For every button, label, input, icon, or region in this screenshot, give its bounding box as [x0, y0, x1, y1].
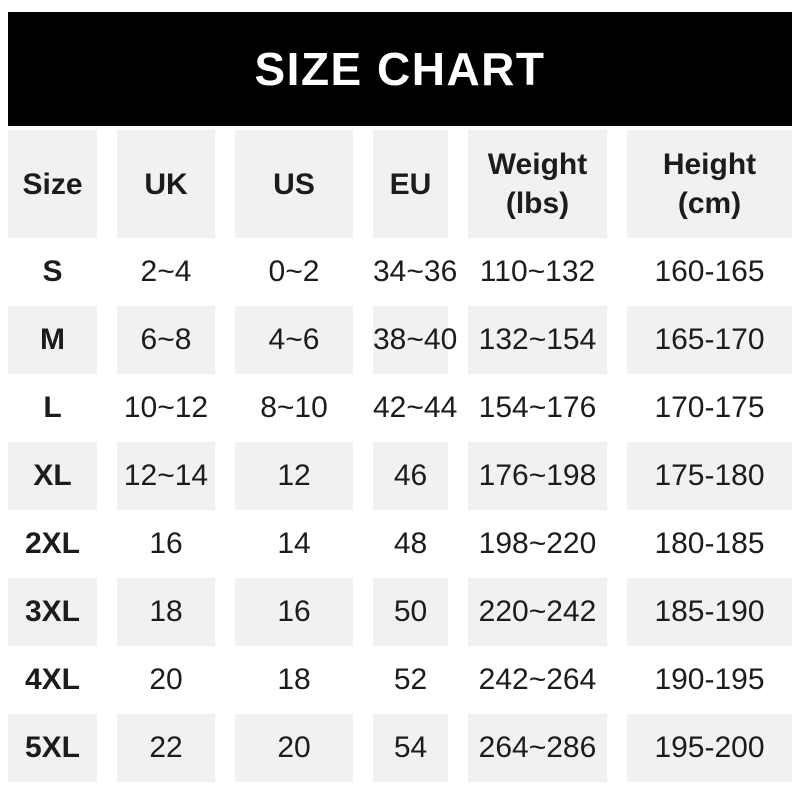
cell-uk: 16: [97, 510, 215, 578]
cell-eu: 34~36: [353, 238, 457, 306]
cell-uk: 22: [97, 714, 215, 782]
cell-uk: 6~8: [97, 306, 215, 374]
cell-height: 165-170: [607, 306, 792, 374]
col-header-eu: EU: [353, 130, 448, 238]
cell-weight: 220~242: [448, 578, 607, 646]
cell-us: 8~10: [215, 374, 353, 442]
cell-us: 12: [215, 442, 353, 510]
cell-eu: 46: [353, 442, 448, 510]
cell-us: 16: [215, 578, 353, 646]
cell-uk: 12~14: [97, 442, 215, 510]
size-chart-table: Size UK US EU Weight (lbs) Height (cm) S…: [8, 130, 792, 782]
cell-height: 160-165: [607, 238, 792, 306]
cell-weight: 132~154: [448, 306, 607, 374]
header-row: Size UK US EU Weight (lbs) Height (cm): [8, 130, 792, 238]
cell-size: 5XL: [8, 714, 97, 782]
cell-weight: 264~286: [448, 714, 607, 782]
cell-weight: 176~198: [448, 442, 607, 510]
size-row-s: S 2~4 0~2 34~36 110~132 160-165: [8, 238, 792, 306]
cell-us: 14: [215, 510, 353, 578]
col-header-size: Size: [8, 130, 97, 238]
cell-height: 175-180: [607, 442, 792, 510]
cell-eu: 42~44: [353, 374, 457, 442]
cell-size: 2XL: [8, 510, 97, 578]
size-row-4xl: 4XL 20 18 52 242~264 190-195: [8, 646, 792, 714]
size-row-3xl: 3XL 18 16 50 220~242 185-190: [8, 578, 792, 646]
size-row-2xl: 2XL 16 14 48 198~220 180-185: [8, 510, 792, 578]
cell-size: 4XL: [8, 646, 97, 714]
title-banner: SIZE CHART: [8, 12, 792, 126]
col-header-height: Height (cm): [607, 130, 792, 238]
col-header-us: US: [215, 130, 353, 238]
size-row-l: L 10~12 8~10 42~44 154~176 170-175: [8, 374, 792, 442]
cell-us: 4~6: [215, 306, 353, 374]
cell-eu: 52: [353, 646, 448, 714]
cell-height: 180-185: [607, 510, 792, 578]
cell-uk: 18: [97, 578, 215, 646]
cell-size: L: [8, 374, 97, 442]
cell-eu: 54: [353, 714, 448, 782]
cell-uk: 20: [97, 646, 215, 714]
size-row-xl: XL 12~14 12 46 176~198 175-180: [8, 442, 792, 510]
cell-height: 195-200: [607, 714, 792, 782]
cell-height: 185-190: [607, 578, 792, 646]
cell-size: XL: [8, 442, 97, 510]
cell-weight: 110~132: [448, 238, 607, 306]
cell-eu: 48: [353, 510, 448, 578]
cell-weight: 198~220: [448, 510, 607, 578]
cell-us: 0~2: [215, 238, 353, 306]
cell-height: 190-195: [607, 646, 792, 714]
cell-size: S: [8, 238, 97, 306]
cell-weight: 154~176: [448, 374, 607, 442]
cell-uk: 10~12: [97, 374, 215, 442]
page-title: SIZE CHART: [254, 43, 546, 95]
col-header-weight: Weight (lbs): [448, 130, 607, 238]
cell-uk: 2~4: [97, 238, 215, 306]
cell-eu: 50: [353, 578, 448, 646]
size-row-m: M 6~8 4~6 38~40 132~154 165-170: [8, 306, 792, 374]
cell-size: 3XL: [8, 578, 97, 646]
cell-height: 170-175: [607, 374, 792, 442]
cell-us: 18: [215, 646, 353, 714]
cell-us: 20: [215, 714, 353, 782]
cell-eu: 38~40: [353, 306, 457, 374]
cell-size: M: [8, 306, 97, 374]
cell-weight: 242~264: [448, 646, 607, 714]
size-row-5xl: 5XL 22 20 54 264~286 195-200: [8, 714, 792, 782]
col-header-uk: UK: [97, 130, 215, 238]
